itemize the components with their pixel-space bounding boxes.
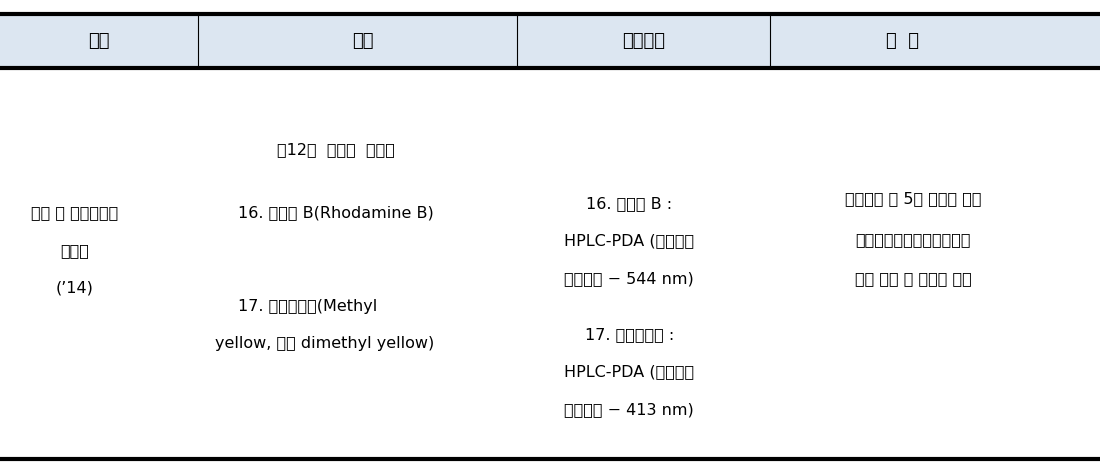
- Text: 측정파장 − 413 nm): 측정파장 − 413 nm): [564, 402, 694, 417]
- Text: 식품 중 식품쳊가물: 식품 중 식품쳊가물: [31, 205, 119, 220]
- Text: 구분: 구분: [88, 32, 110, 50]
- Text: 17. 메칠엘로우(Methyl: 17. 메칠엘로우(Methyl: [239, 299, 377, 314]
- Bar: [0, 14, 1100, 68]
- Text: HPLC-PDA (단일분석: HPLC-PDA (단일분석: [564, 234, 694, 249]
- Text: 17. 메칠엘로우 :: 17. 메칠엘로우 :: [584, 327, 674, 342]
- Text: 분석법: 분석법: [60, 243, 89, 258]
- Text: 제12장  허용외  쳊가물: 제12장 허용외 쳊가물: [276, 142, 395, 157]
- Text: (’14): (’14): [56, 280, 94, 295]
- Text: 16. 로다민 B :: 16. 로다민 B :: [586, 196, 672, 211]
- Text: 측정파장 − 544 nm): 측정파장 − 544 nm): [564, 271, 694, 286]
- Text: 아우라민 등 5종 분석을 위한: 아우라민 등 5종 분석을 위한: [845, 191, 981, 206]
- Text: HPLC-PDA (단일분석: HPLC-PDA (단일분석: [564, 365, 694, 380]
- Text: 종류: 종류: [352, 32, 374, 50]
- Text: yellow, 또는 dimethyl yellow): yellow, 또는 dimethyl yellow): [214, 336, 434, 351]
- Text: 16. 로다민 B(Rhodamine B): 16. 로다민 B(Rhodamine B): [238, 205, 433, 220]
- Text: 분석방법: 분석방법: [621, 32, 665, 50]
- Text: 비  고: 비 고: [886, 32, 918, 50]
- Text: 고속액체크로마토그래피에: 고속액체크로마토그래피에: [856, 232, 970, 247]
- Text: 의한 정성 및 정량에 준함: 의한 정성 및 정량에 준함: [855, 271, 971, 286]
